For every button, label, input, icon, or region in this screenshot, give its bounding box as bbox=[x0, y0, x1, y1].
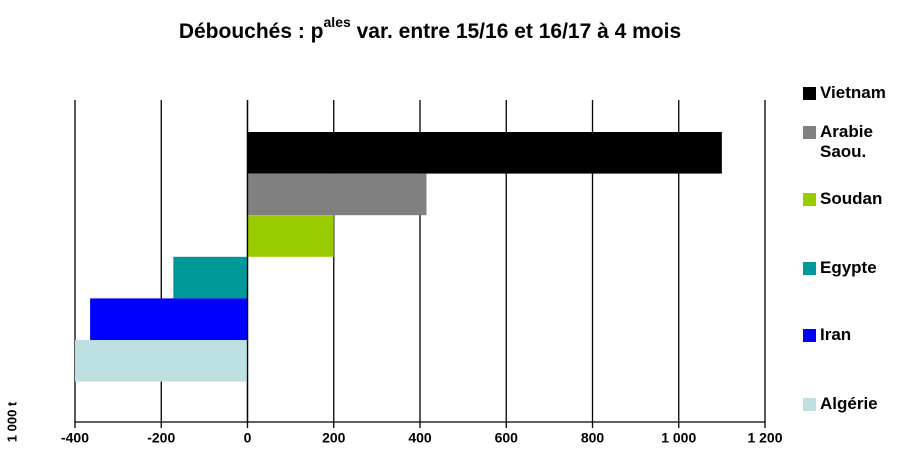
legend-swatch bbox=[803, 329, 816, 342]
x-tick-label: 600 bbox=[495, 430, 519, 446]
legend-entry: Algérie bbox=[803, 394, 878, 414]
bar bbox=[247, 215, 334, 257]
legend-label: Egypte bbox=[820, 258, 877, 277]
legend-entry: Egypte bbox=[803, 258, 877, 278]
legend-swatch bbox=[803, 87, 816, 100]
legend-swatch bbox=[803, 126, 816, 139]
legend-label: Soudan bbox=[820, 189, 883, 208]
x-tick-label: 800 bbox=[581, 430, 605, 446]
legend-swatch bbox=[803, 398, 816, 411]
x-tick-label: -200 bbox=[147, 430, 175, 446]
bar bbox=[173, 256, 248, 299]
y-axis-label: 1 000 t bbox=[4, 401, 19, 442]
bar bbox=[75, 340, 248, 382]
legend-entry: Vietnam bbox=[803, 83, 886, 103]
x-tick-label: 0 bbox=[244, 430, 252, 446]
x-tick-label: 1 000 bbox=[661, 430, 696, 446]
bar bbox=[247, 132, 722, 174]
legend-swatch bbox=[803, 262, 816, 275]
x-tick-label: 400 bbox=[408, 430, 432, 446]
legend-label: Arabie Saou. bbox=[820, 122, 873, 161]
legend-label: Algérie bbox=[820, 394, 878, 413]
title-part: var. entre 15/16 et 16/17 à 4 mois bbox=[351, 20, 681, 43]
bar bbox=[90, 298, 248, 340]
title-superscript: ales bbox=[324, 14, 351, 30]
legend-label: Vietnam bbox=[820, 83, 886, 102]
legend-entry: Iran bbox=[803, 325, 851, 345]
legend-entry: Arabie Saou. bbox=[803, 122, 910, 162]
legend-label: Iran bbox=[820, 325, 852, 344]
legend-entry: Soudan bbox=[803, 189, 882, 209]
x-tick-label: -400 bbox=[61, 430, 89, 446]
title-part: Débouchés : p bbox=[179, 20, 324, 43]
legend-swatch bbox=[803, 193, 816, 206]
x-tick-label: 200 bbox=[322, 430, 346, 446]
chart-title: Débouchés : pales var. entre 15/16 et 16… bbox=[179, 14, 681, 43]
x-tick-label: 1 200 bbox=[747, 430, 782, 446]
bar bbox=[247, 173, 427, 216]
